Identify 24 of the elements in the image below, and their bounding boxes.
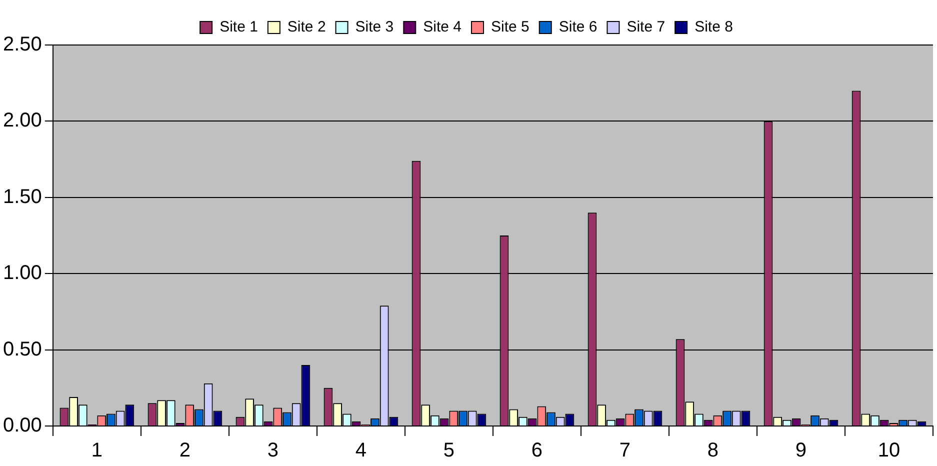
x-tick-label: 1 xyxy=(91,440,102,462)
x-tick-label: 2 xyxy=(179,440,190,462)
x-tick-label: 4 xyxy=(355,440,367,462)
x-tick-label: 8 xyxy=(707,440,719,462)
x-tick-label: 6 xyxy=(531,440,543,462)
y-tick-label: 2.00 xyxy=(2,110,42,132)
y-tick-label: 1.50 xyxy=(2,186,42,208)
x-tick-label: 9 xyxy=(795,440,807,462)
x-tick-label: 10 xyxy=(878,440,900,462)
legend-label: Site 4 xyxy=(423,18,462,36)
x-tick-label: 7 xyxy=(619,440,631,462)
y-tick-label: 0.50 xyxy=(2,338,42,360)
y-tick-label: 1.00 xyxy=(2,262,42,284)
legend-label: Site 1 xyxy=(220,18,258,36)
legend-label: Site 8 xyxy=(694,18,733,36)
legend-label: Site 2 xyxy=(287,18,326,36)
legend-label: Site 7 xyxy=(626,18,666,36)
legend-label: Site 5 xyxy=(491,18,530,36)
legend-label: Site 3 xyxy=(355,18,394,36)
x-tick-label: 3 xyxy=(267,440,279,462)
y-tick-label: 2.50 xyxy=(2,34,42,56)
legend-label: Site 6 xyxy=(558,18,598,36)
x-tick-label: 5 xyxy=(443,440,455,462)
y-tick-label: 0.00 xyxy=(2,414,42,437)
